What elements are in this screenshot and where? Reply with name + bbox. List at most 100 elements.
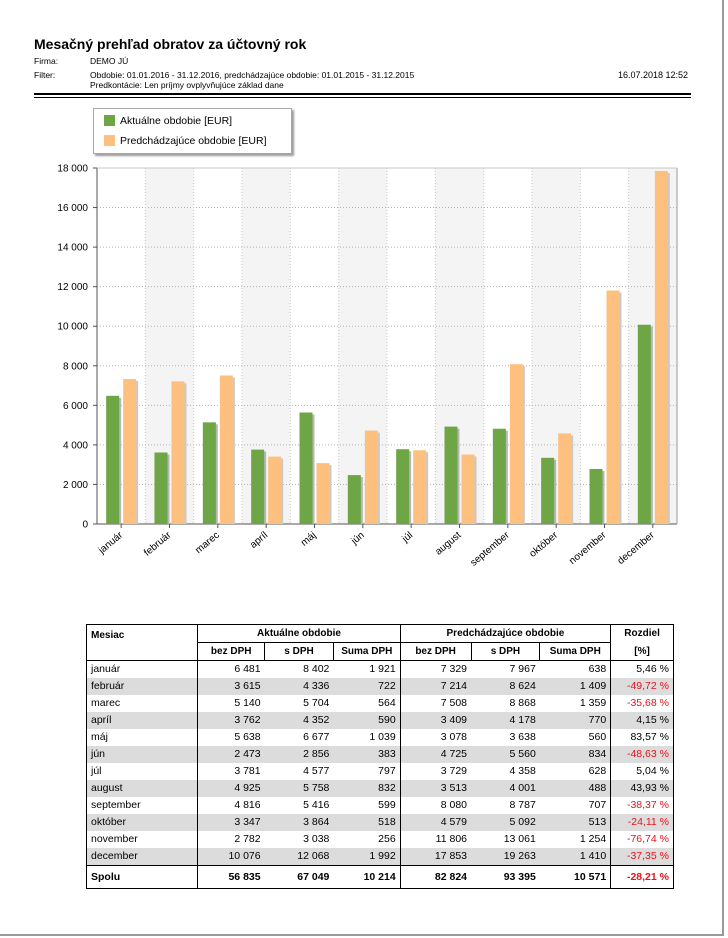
filter-label: Filter: (34, 70, 56, 80)
y-tick-label: 6 000 (63, 401, 88, 412)
cell-current-suma-dph: 518 (333, 814, 401, 831)
cell-previous-bez-dph: 7 508 (399, 695, 472, 712)
cell-previous-bez-dph: 3 513 (399, 780, 472, 797)
cell-previous-suma-dph: 628 (588, 765, 607, 777)
total-previous-s-dph: 93 395 (471, 865, 540, 889)
y-tick-label: 2 000 (63, 480, 88, 491)
cell-previous-bez-dph: 4 725 (399, 746, 472, 763)
cell-diff: -37,35 % (610, 848, 674, 866)
cell-previous-s-dph: 7 967 (509, 663, 536, 675)
y-tick-label: 14 000 (57, 243, 88, 254)
cell-diff: 5,04 % (610, 763, 674, 780)
table-row: júl 3 781 4 577 797 3 729 4 358 628 5,04 % (87, 763, 674, 780)
cell-previous-suma-dph: 1 359 (579, 697, 607, 709)
bar-previous (171, 381, 185, 524)
cell-previous-bez-dph: 7 214 (399, 678, 472, 695)
table-row: október 3 347 3 864 518 4 579 5 092 513 -24,11 … (86, 814, 674, 831)
cell-current-s-dph: 5 416 (303, 799, 330, 811)
cell-current-suma-dph: 797 (378, 765, 396, 777)
cell-month: máj (91, 731, 108, 743)
cell-month: jún (86, 746, 198, 763)
cell-previous-suma-dph: 707 (588, 799, 607, 811)
cell-previous-s-dph: 4 358 (509, 765, 536, 777)
col-header-previous-bez-dph: bez DPH (399, 642, 472, 661)
table-body: január 6 481 8 402 1 921 7 329 7 967 638 5,46 %… (86, 660, 674, 866)
filter-period: Obdobie: 01.01.2016 - 31.12.2016, predch… (90, 70, 415, 80)
legend-item-current: Aktuálne obdobie [EUR] (104, 115, 232, 127)
cell-previous-s-dph: 5 092 (471, 814, 540, 831)
cell-previous-s-dph: 5 560 (471, 746, 540, 763)
total-label: Spolu (86, 865, 198, 889)
total-row: Spolu 56 835 67 049 10 214 82 824 93 395… (86, 865, 674, 889)
cell-diff: -35,68 % (610, 695, 674, 712)
y-tick-label: 10 000 (57, 322, 88, 333)
bar-current (251, 449, 265, 524)
bar-current (396, 449, 410, 524)
x-tick-label: september (468, 529, 512, 568)
y-tick-label: 4 000 (63, 440, 88, 451)
cell-diff: 43,93 % (610, 780, 674, 797)
cell-current-bez-dph: 5 638 (197, 729, 265, 746)
cell-current-s-dph: 4 352 (264, 712, 334, 729)
cell-current-s-dph: 5 758 (264, 780, 334, 797)
cell-current-suma-dph: 383 (333, 746, 401, 763)
cell-previous-suma-dph: 834 (539, 746, 611, 763)
x-tick-label: marec (193, 530, 221, 556)
cell-previous-s-dph: 13 061 (503, 833, 536, 845)
cell-month: december (86, 848, 198, 866)
cell-current-bez-dph: 6 481 (197, 660, 265, 678)
x-tick-label: november (567, 529, 609, 566)
cell-current-bez-dph: 3 347 (197, 814, 265, 831)
bar-previous (364, 430, 378, 524)
x-tick-label: august (433, 530, 463, 558)
summary-table: Mesiac Aktuálne obdobie Predchádzajúce o… (86, 624, 674, 889)
table-row: december 10 076 12 068 1 992 17 853 19 263 1 4… (86, 848, 674, 866)
col-header-pct: [%] (610, 642, 674, 661)
cell-diff: -76,74 % (610, 831, 674, 848)
cell-month: marec (91, 697, 121, 709)
bar-current (637, 324, 651, 524)
y-tick-label: 0 (82, 520, 88, 531)
legend-swatch-previous (104, 135, 115, 146)
legend-label-current: Aktuálne obdobie [EUR] (120, 115, 233, 127)
cell-month: august (86, 780, 198, 797)
cell-current-bez-dph: 3 781 (197, 763, 265, 780)
cell-current-suma-dph: 564 (378, 697, 396, 709)
table-row: september 4 816 5 416 599 8 080 8 787 707 -38,3… (87, 797, 674, 814)
cell-month: september (91, 799, 141, 811)
bar-previous (413, 450, 427, 524)
cell-current-s-dph: 2 856 (264, 746, 334, 763)
bar-current (154, 452, 168, 524)
cell-previous-bez-dph: 17 853 (399, 848, 472, 866)
bar-previous (123, 379, 137, 524)
cell-previous-suma-dph: 513 (539, 814, 611, 831)
cell-current-bez-dph: 5 140 (197, 695, 265, 712)
cell-diff: -24,11 % (610, 814, 674, 831)
header-divider-thin (34, 97, 691, 98)
cell-current-bez-dph: 4 925 (197, 780, 265, 797)
x-tick-label: október (527, 529, 560, 559)
cell-previous-suma-dph: 1 409 (539, 678, 611, 695)
bar-previous (461, 454, 475, 524)
table-row: január 6 481 8 402 1 921 7 329 7 967 638 5,46 % (87, 660, 674, 678)
cell-current-s-dph: 3 038 (303, 833, 330, 845)
col-header-previous-suma-dph: Suma DPH (539, 642, 611, 661)
x-tick-label: december (616, 529, 658, 566)
cell-previous-bez-dph: 11 806 (399, 831, 472, 848)
bar-current (202, 422, 216, 524)
bar-previous (654, 170, 668, 524)
cell-previous-suma-dph: 770 (539, 712, 611, 729)
y-tick-label: 12 000 (57, 282, 88, 293)
legend-item-previous: Predchádzajúce obdobie [EUR] (104, 135, 267, 147)
x-tick-label: júl (400, 530, 416, 546)
cell-current-suma-dph: 832 (333, 780, 401, 797)
total-current-s-dph: 67 049 (264, 865, 334, 889)
cell-month: január (91, 663, 121, 675)
cell-diff: -49,72 % (610, 678, 674, 695)
cell-current-suma-dph: 599 (378, 799, 396, 811)
x-tick-label: apríl (248, 530, 270, 551)
cell-previous-s-dph: 8 868 (509, 697, 536, 709)
table-row: máj 5 638 6 677 1 039 3 078 3 638 560 83,57 % (87, 729, 674, 746)
bar-current (347, 475, 361, 524)
bar-previous (219, 375, 233, 524)
